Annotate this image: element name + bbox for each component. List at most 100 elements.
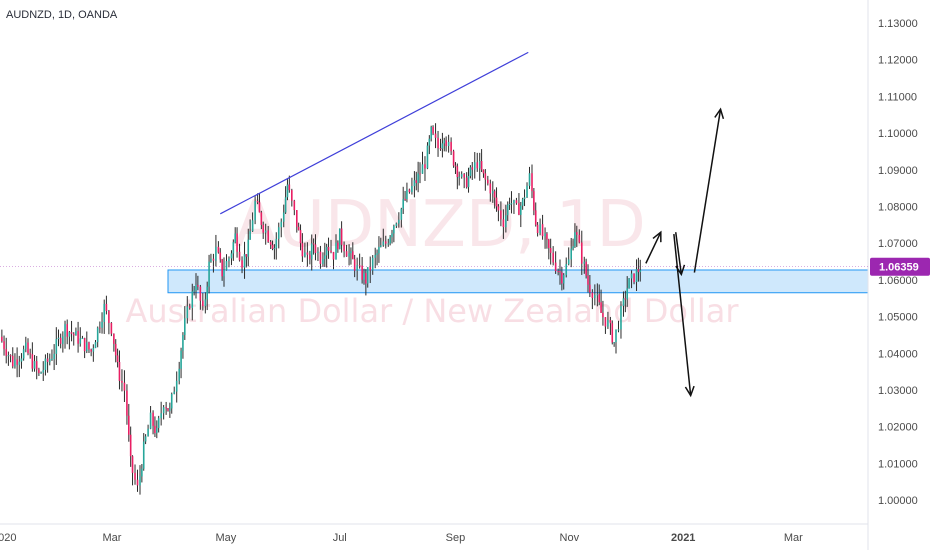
candle-body bbox=[282, 212, 285, 222]
current-price-label: 1.06359 bbox=[879, 262, 919, 274]
candle-body bbox=[454, 165, 457, 167]
candle-body bbox=[350, 251, 352, 254]
candle-body bbox=[628, 278, 630, 289]
candle-body bbox=[317, 251, 319, 253]
candle-body bbox=[598, 294, 600, 303]
projection-arrow-head bbox=[684, 385, 695, 398]
candle-body bbox=[585, 261, 587, 276]
candle-body bbox=[546, 233, 548, 240]
candle-body bbox=[160, 413, 162, 419]
candle-body bbox=[62, 336, 64, 344]
candle-body bbox=[594, 294, 596, 298]
candle-body bbox=[617, 329, 620, 331]
candle-body bbox=[489, 183, 492, 194]
candle-body bbox=[539, 224, 541, 234]
candle-body bbox=[348, 253, 350, 257]
candle-body bbox=[9, 355, 12, 357]
candle-body bbox=[182, 335, 184, 351]
candle-body bbox=[417, 173, 419, 183]
candle-body bbox=[562, 275, 565, 284]
candle-body bbox=[389, 237, 391, 244]
candle-body bbox=[376, 253, 378, 255]
candle-body bbox=[232, 242, 235, 254]
price-tick-label: 1.06000 bbox=[878, 275, 918, 287]
candle-body bbox=[421, 164, 424, 174]
candle-body bbox=[225, 261, 228, 270]
candle-body bbox=[624, 298, 627, 300]
candle-body bbox=[596, 294, 599, 296]
candle-body bbox=[471, 167, 474, 170]
candle-body bbox=[613, 342, 615, 344]
watermark-symbol: AUDNZD, 1D bbox=[234, 188, 646, 262]
candle-body bbox=[456, 166, 459, 178]
candle-body bbox=[297, 226, 300, 231]
time-tick-label: 2020 bbox=[0, 532, 16, 544]
candle-body bbox=[236, 233, 238, 252]
candle-body bbox=[312, 243, 315, 245]
candle-body bbox=[406, 189, 408, 200]
projection-arrow-head bbox=[675, 264, 686, 277]
candle-body bbox=[408, 189, 411, 193]
candle-body bbox=[123, 382, 126, 391]
candle-body bbox=[219, 252, 222, 260]
candle-body bbox=[567, 259, 570, 265]
candle-body bbox=[622, 298, 625, 306]
candle-body bbox=[51, 359, 53, 361]
candle-body bbox=[238, 251, 241, 261]
candle-body bbox=[66, 324, 68, 337]
candles-layer bbox=[1, 123, 642, 495]
candle-body bbox=[521, 199, 524, 206]
candle-body bbox=[191, 291, 194, 308]
time-tick-label: Nov bbox=[560, 532, 580, 544]
candle-body bbox=[38, 369, 40, 374]
price-tick-label: 1.04000 bbox=[878, 348, 918, 360]
candle-body bbox=[121, 380, 123, 383]
candle-body bbox=[46, 358, 49, 362]
time-tick-label: Mar bbox=[103, 532, 122, 544]
projection-arrow bbox=[693, 109, 722, 273]
candle-body bbox=[299, 230, 302, 244]
candle-body bbox=[310, 243, 313, 260]
projection-arrow bbox=[673, 233, 692, 396]
candle-body bbox=[441, 143, 444, 149]
price-tick-label: 1.13000 bbox=[878, 18, 918, 30]
candle-body bbox=[22, 349, 25, 359]
candle-body bbox=[445, 140, 447, 147]
candle-body bbox=[206, 286, 208, 300]
candle-body bbox=[197, 284, 199, 287]
candle-body bbox=[277, 227, 280, 239]
candle-body bbox=[110, 322, 113, 334]
candle-body bbox=[402, 199, 404, 209]
candle-body bbox=[589, 284, 591, 293]
candle-body bbox=[3, 341, 5, 350]
candle-body bbox=[432, 126, 434, 134]
candle-body bbox=[513, 200, 515, 204]
candle-body bbox=[465, 177, 468, 188]
candle-body bbox=[1, 336, 3, 342]
candle-body bbox=[254, 200, 256, 221]
candle-body bbox=[101, 321, 103, 328]
candle-body bbox=[353, 259, 356, 271]
candle-body bbox=[173, 391, 176, 394]
candle-body bbox=[358, 265, 361, 267]
candle-body bbox=[256, 200, 259, 203]
candle-body bbox=[378, 246, 380, 254]
candle-body bbox=[443, 140, 446, 144]
candle-body bbox=[541, 224, 544, 237]
time-tick-label: May bbox=[215, 532, 236, 544]
candle-body bbox=[495, 197, 498, 207]
candle-body bbox=[505, 215, 507, 228]
candle-body bbox=[548, 239, 550, 248]
candle-body bbox=[604, 317, 607, 327]
candle-body bbox=[526, 185, 528, 198]
candle-body bbox=[515, 200, 518, 204]
candle-body bbox=[108, 310, 110, 323]
time-tick-label: Sep bbox=[446, 532, 466, 544]
candle-body bbox=[70, 332, 73, 334]
candle-body bbox=[29, 353, 31, 355]
price-tick-label: 1.12000 bbox=[878, 55, 918, 67]
candle-body bbox=[245, 254, 248, 257]
candle-body bbox=[291, 190, 293, 201]
candle-body bbox=[175, 380, 178, 392]
candle-body bbox=[35, 361, 38, 370]
